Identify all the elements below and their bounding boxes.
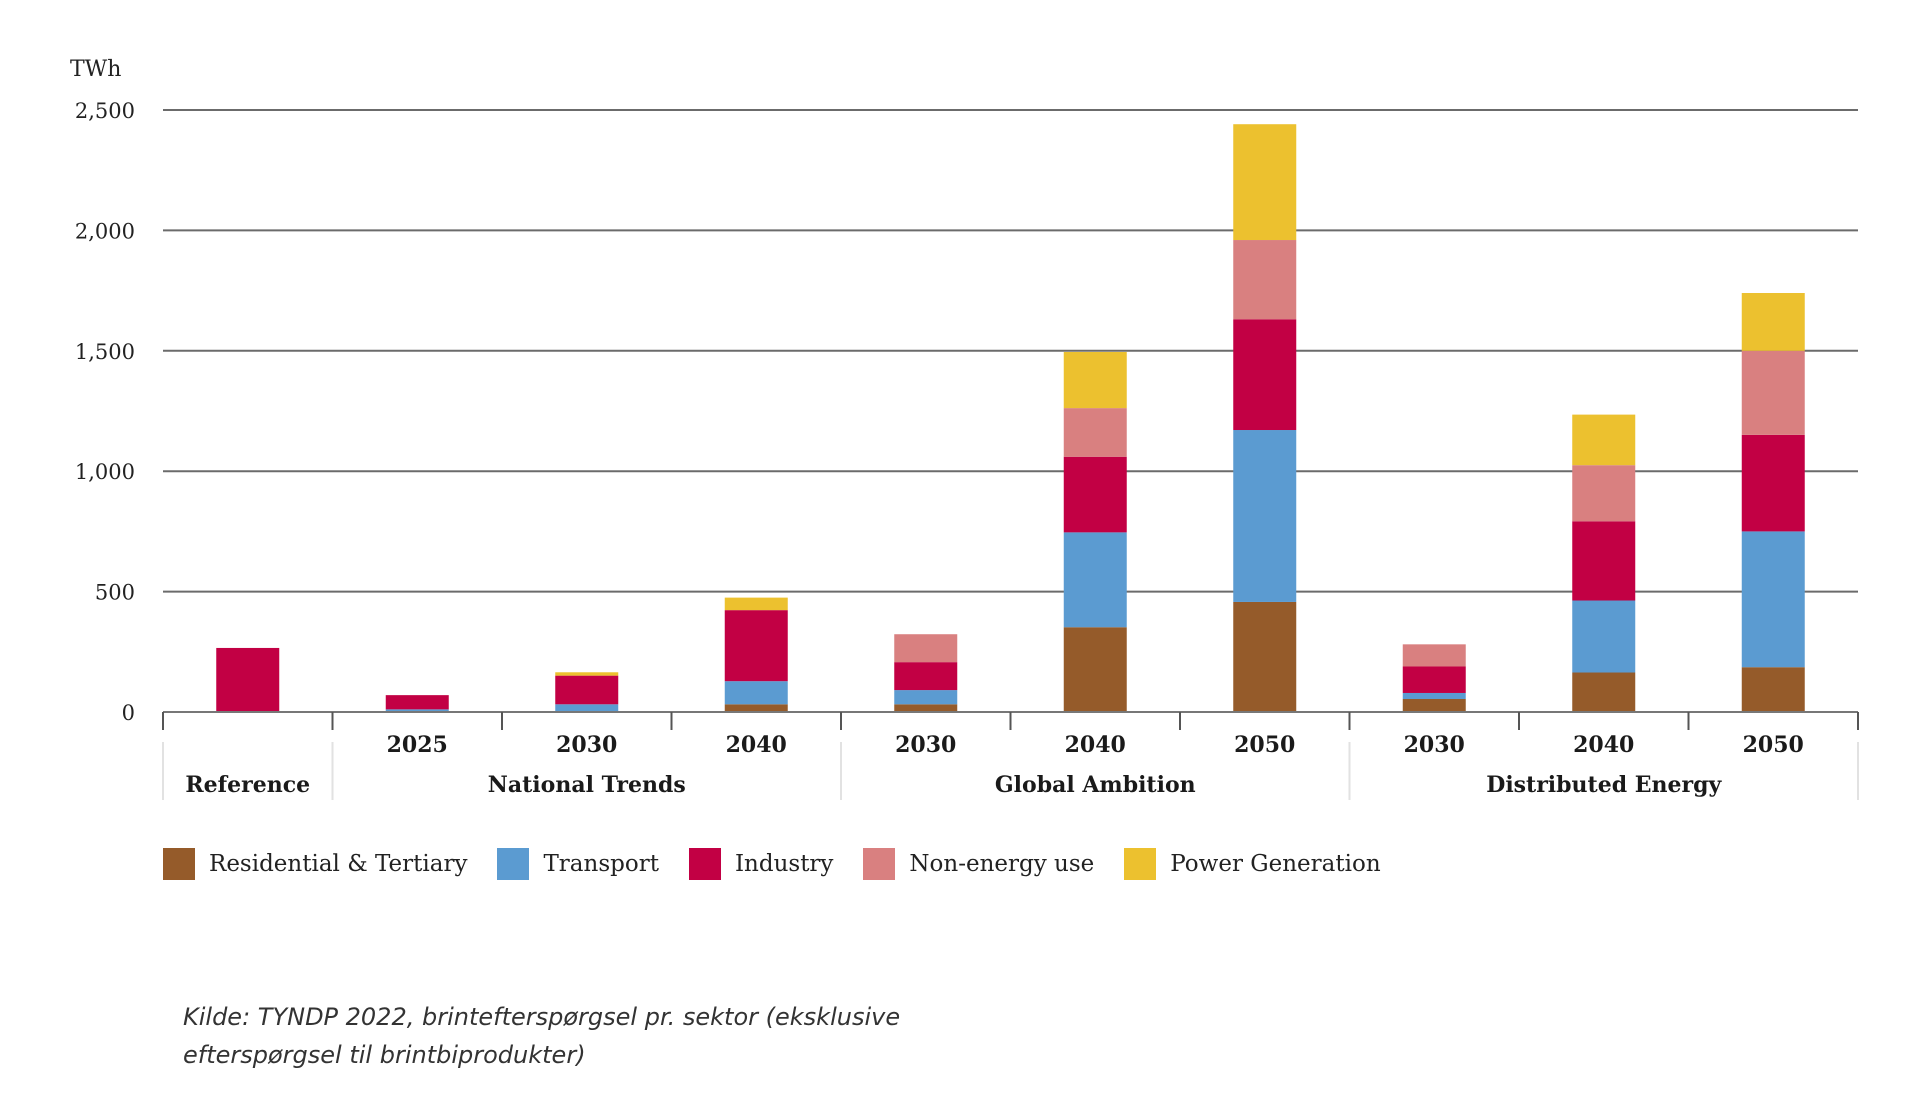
bar-segment-industry [894, 662, 958, 691]
bar-stack [1402, 644, 1466, 712]
bar-segment-transport [385, 709, 449, 712]
bar-segment-transport [1233, 430, 1297, 602]
x-category-label: 2025 [387, 732, 448, 758]
bar-segment-non-energy-use [1233, 240, 1297, 320]
bar-stack [1063, 352, 1127, 712]
bar-stack [555, 672, 619, 712]
bar-stack [385, 695, 449, 712]
x-category-label: 2040 [726, 732, 787, 758]
legend-label: Non-energy use [909, 851, 1095, 877]
x-group-label: Distributed Energy [1486, 772, 1722, 798]
y-tick-label: 0 [122, 701, 135, 725]
x-category-label: 2050 [1234, 732, 1295, 758]
bar-segment-residential-tertiary [1572, 672, 1636, 712]
bar-segment-transport [1572, 600, 1636, 673]
bar-segment-industry [1233, 319, 1297, 431]
y-axis-ticks: 0 500 1,000 1,500 2,000 2,500 [75, 99, 135, 725]
bar-segment-power-generation [555, 672, 619, 676]
legend-label: Residential & Tertiary [209, 851, 468, 877]
x-group-label: National Trends [488, 772, 686, 798]
bar-stack [1233, 124, 1297, 712]
legend-item: Transport [497, 848, 659, 880]
bar-segment-transport [724, 681, 788, 705]
legend-label: Industry [734, 851, 834, 877]
bar-segment-industry [1572, 521, 1636, 601]
bar-segment-power-generation [724, 597, 788, 611]
source-note: Kilde: TYNDP 2022, brintefterspørgsel pr… [183, 998, 1083, 1074]
bar-segment-transport [555, 704, 619, 712]
bar-segment-residential-tertiary [894, 704, 958, 712]
bar-segment-power-generation [1741, 293, 1805, 351]
bar-segment-power-generation [1063, 352, 1127, 409]
legend: Residential & Tertiary Transport Industry N… [163, 848, 1411, 880]
bar-segment-industry [1402, 666, 1466, 693]
bar-segment-residential-tertiary [1402, 698, 1466, 712]
y-axis-unit-label: TWh [70, 57, 121, 82]
bar-segment-transport [1741, 531, 1805, 668]
legend-swatch [1124, 848, 1157, 880]
bar-segment-industry [555, 675, 619, 705]
bar-segment-industry [724, 610, 788, 682]
bar-stack [724, 597, 788, 712]
legend-item: Industry [688, 848, 834, 880]
bars [216, 124, 1805, 712]
y-tick-label: 1,000 [75, 460, 135, 484]
legend-item: Power Generation [1124, 848, 1381, 880]
bar-stack [216, 647, 280, 712]
bar-segment-power-generation [1572, 414, 1636, 466]
bar-stack [894, 634, 958, 712]
bar-segment-transport [1402, 692, 1466, 699]
bar-segment-non-energy-use [1063, 408, 1127, 457]
bar-segment-non-energy-use [1741, 350, 1805, 435]
bar-segment-residential-tertiary [1233, 601, 1297, 712]
y-tick-label: 2,500 [75, 99, 135, 123]
x-axis-labels: Reference 2025 2030 2040 National Trends 2030… [185, 732, 1803, 798]
x-category-label: 2030 [895, 732, 956, 758]
x-category-label: 2030 [1404, 732, 1465, 758]
legend-item: Residential & Tertiary [163, 848, 467, 880]
legend-swatch [497, 848, 530, 880]
x-category-label: 2050 [1743, 732, 1804, 758]
x-category-label: 2040 [1573, 732, 1634, 758]
source-note-line-1: Kilde: TYNDP 2022, brintefterspørgsel pr… [183, 1003, 901, 1031]
bar-segment-residential-tertiary [1063, 627, 1127, 712]
y-tick-label: 500 [95, 581, 135, 605]
legend-item: Non-energy use [863, 848, 1094, 880]
bar-segment-power-generation [1233, 124, 1297, 241]
bar-segment-transport [1063, 532, 1127, 628]
bar-segment-residential-tertiary [1741, 667, 1805, 712]
bar-segment-industry [1063, 456, 1127, 533]
stacked-bar-chart: TWh 0 500 1,000 1,500 2,000 2,500 Reference 20… [70, 57, 1859, 800]
legend-swatch [688, 848, 721, 880]
bar-segment-transport [894, 690, 958, 705]
bar-segment-industry [385, 695, 449, 710]
bar-segment-non-energy-use [1572, 465, 1636, 522]
bar-segment-industry [1741, 434, 1805, 532]
x-group-label: Global Ambition [995, 772, 1196, 798]
x-category-label: 2040 [1065, 732, 1126, 758]
bar-segment-industry [216, 647, 280, 712]
bar-stack [1741, 293, 1805, 712]
bar-segment-residential-tertiary [724, 704, 788, 712]
bar-stack [1572, 414, 1636, 712]
y-tick-label: 1,500 [75, 340, 135, 364]
legend-label: Transport [543, 851, 659, 877]
x-axis [162, 711, 1859, 800]
bar-segment-non-energy-use [1402, 644, 1466, 667]
source-note-line-2: efterspørgsel til brintbiprodukter) [183, 1041, 586, 1069]
legend-swatch [163, 848, 195, 880]
y-tick-label: 2,000 [75, 219, 135, 243]
bar-segment-non-energy-use [894, 634, 958, 663]
x-group-label: Reference [185, 772, 310, 798]
x-category-label: 2030 [556, 732, 617, 758]
legend-label: Power Generation [1170, 851, 1381, 877]
legend-swatch [863, 848, 896, 880]
